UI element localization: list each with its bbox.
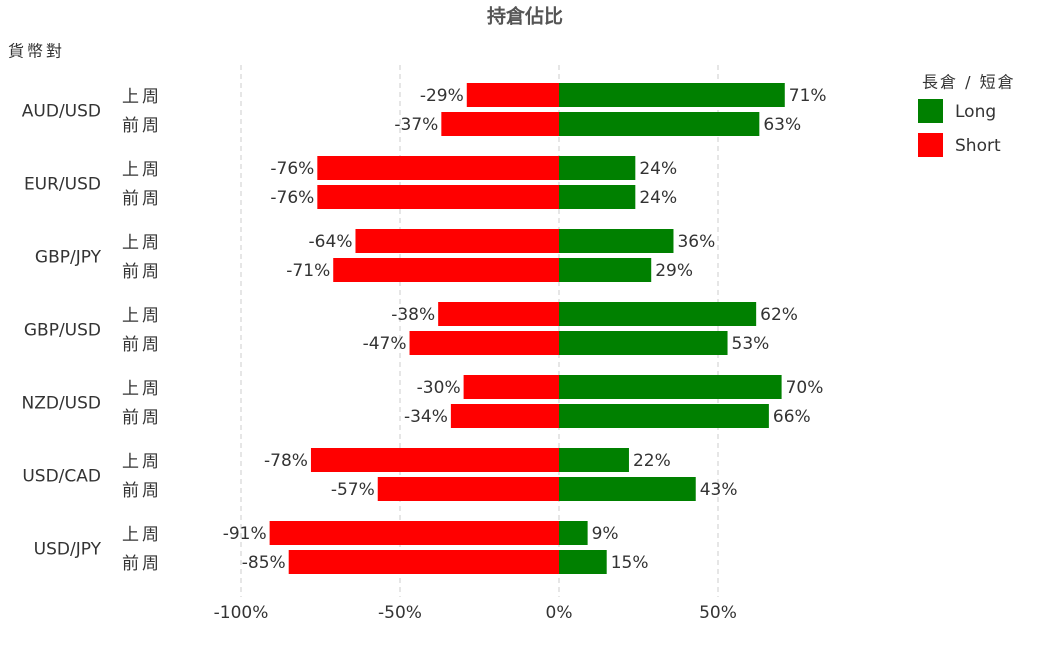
value-label: -78% — [264, 451, 308, 471]
bar — [438, 302, 559, 326]
period-label: 前周 — [122, 481, 162, 501]
value-label: 66% — [773, 407, 811, 427]
period-label: 前周 — [122, 408, 162, 428]
value-label: -64% — [309, 232, 353, 252]
y-axis-label: 貨幣對 — [8, 42, 65, 61]
bar — [317, 156, 559, 180]
category-label: USD/CAD — [22, 467, 101, 487]
bar — [559, 112, 760, 136]
value-label: -29% — [420, 86, 464, 106]
value-label: 43% — [700, 480, 738, 500]
value-label: -30% — [417, 378, 461, 398]
category-label: GBP/JPY — [35, 248, 102, 268]
value-label: -91% — [223, 524, 267, 544]
bar — [377, 477, 559, 501]
period-label: 前周 — [122, 262, 162, 282]
bar — [559, 448, 629, 472]
category-label: EUR/USD — [24, 175, 101, 195]
bar — [559, 83, 785, 107]
bar — [317, 185, 559, 209]
value-label: 24% — [639, 159, 677, 179]
value-label: 70% — [786, 378, 824, 398]
legend-label: Long — [955, 102, 996, 122]
value-label: 9% — [592, 524, 619, 544]
value-label: 29% — [655, 261, 693, 281]
bar — [355, 229, 559, 253]
value-label: 36% — [677, 232, 715, 252]
bar — [559, 404, 769, 428]
value-label: -38% — [391, 305, 435, 325]
value-label: 22% — [633, 451, 671, 471]
period-label: 上周 — [122, 306, 162, 326]
category-label: AUD/USD — [22, 102, 101, 122]
period-label: 上周 — [122, 525, 162, 545]
bar — [559, 302, 757, 326]
bar — [463, 375, 559, 399]
value-label: -76% — [270, 188, 314, 208]
bar — [333, 258, 559, 282]
category-label: NZD/USD — [21, 394, 101, 414]
category-label: USD/JPY — [34, 540, 102, 560]
value-label: -85% — [242, 553, 286, 573]
x-tick-label: 0% — [546, 603, 573, 623]
bar — [466, 83, 559, 107]
legend-swatch — [918, 133, 943, 157]
bar — [559, 185, 636, 209]
value-label: -76% — [270, 159, 314, 179]
value-label: 15% — [611, 553, 649, 573]
bar — [310, 448, 559, 472]
period-label: 前周 — [122, 335, 162, 355]
value-label: 62% — [760, 305, 798, 325]
bar — [559, 156, 636, 180]
chart-title: 持倉佔比 — [487, 5, 563, 28]
period-label: 上周 — [122, 233, 162, 253]
legend-label: Short — [955, 136, 1001, 156]
period-label: 上周 — [122, 379, 162, 399]
x-tick-label: 50% — [699, 603, 737, 623]
bar — [559, 258, 652, 282]
value-label: -71% — [286, 261, 330, 281]
bar — [559, 331, 728, 355]
period-label: 前周 — [122, 554, 162, 574]
x-tick-label: -50% — [378, 603, 422, 623]
legend-swatch — [918, 99, 943, 123]
value-label: 71% — [789, 86, 827, 106]
bar — [559, 229, 674, 253]
value-label: -37% — [394, 115, 438, 135]
bar — [559, 521, 588, 545]
bar — [288, 550, 559, 574]
value-label: -57% — [331, 480, 375, 500]
value-label: 63% — [763, 115, 801, 135]
category-label: GBP/USD — [24, 321, 101, 341]
bar — [559, 550, 607, 574]
period-label: 上周 — [122, 87, 162, 107]
value-label: 53% — [732, 334, 770, 354]
period-label: 前周 — [122, 116, 162, 136]
bar — [441, 112, 559, 136]
bar — [409, 331, 559, 355]
period-label: 前周 — [122, 189, 162, 209]
value-label: 24% — [639, 188, 677, 208]
x-tick-label: -100% — [214, 603, 269, 623]
bar — [559, 477, 696, 501]
value-label: -34% — [404, 407, 448, 427]
value-label: -47% — [363, 334, 407, 354]
period-label: 上周 — [122, 160, 162, 180]
period-label: 上周 — [122, 452, 162, 472]
bar — [450, 404, 559, 428]
bar — [269, 521, 559, 545]
legend-title: 長倉 / 短倉 — [922, 73, 1016, 92]
bar — [559, 375, 782, 399]
